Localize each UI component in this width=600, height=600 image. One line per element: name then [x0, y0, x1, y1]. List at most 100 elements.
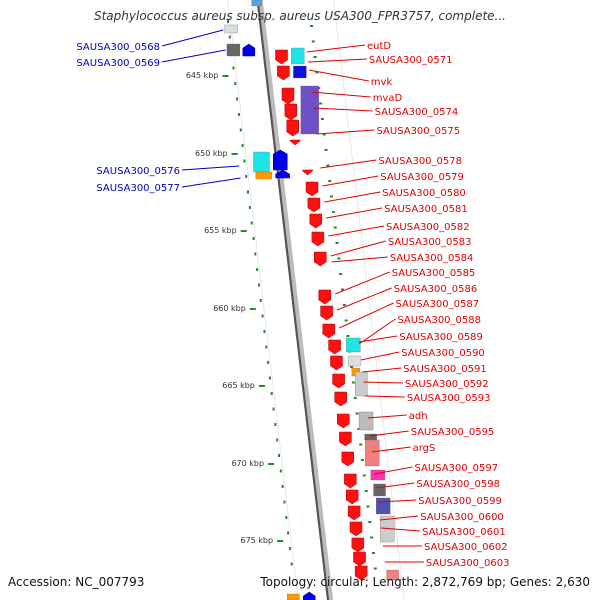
- gene-label[interactable]: SAUSA300_0598: [416, 479, 500, 490]
- gene-label[interactable]: SAUSA300_0568: [76, 42, 160, 53]
- gene-label[interactable]: SAUSA300_0580: [382, 188, 466, 199]
- tick-mark: [315, 71, 319, 74]
- tick-mark: [350, 366, 354, 368]
- backbone-edge: [256, 0, 330, 600]
- label-leader-line: [320, 159, 377, 169]
- tick-mark: [357, 428, 361, 430]
- tick-mark: [252, 237, 255, 240]
- gene-label[interactable]: SAUSA300_0569: [76, 58, 160, 69]
- gene-label[interactable]: mvk: [371, 77, 393, 88]
- tick-mark: [245, 175, 248, 178]
- gene-label[interactable]: SAUSA300_0591: [403, 364, 487, 375]
- gene-label[interactable]: argS: [413, 443, 436, 454]
- forward-gene-arrow: [273, 149, 288, 171]
- label-leader-line: [324, 191, 381, 203]
- label-leader-line: [161, 49, 226, 63]
- gene-label[interactable]: SAUSA300_0586: [394, 284, 478, 295]
- scale-tick: [277, 540, 284, 542]
- gene-label[interactable]: SAUSA300_0582: [386, 222, 470, 233]
- tick-mark: [337, 257, 341, 260]
- reverse-gene-arrow: [328, 339, 341, 355]
- reverse-gene-arrow: [275, 49, 288, 65]
- scale-label: 645 kbp: [186, 71, 219, 80]
- gene-label[interactable]: SAUSA300_0590: [401, 348, 485, 359]
- tick-mark: [247, 190, 250, 194]
- tick-mark: [254, 252, 257, 256]
- label-leader-line: [358, 318, 396, 345]
- gene-label[interactable]: SAUSA300_0600: [420, 512, 504, 523]
- tick-mark: [257, 283, 260, 287]
- reverse-gene-arrow: [277, 65, 290, 81]
- gene-label[interactable]: SAUSA300_0581: [384, 204, 468, 215]
- gene-label[interactable]: SAUSA300_0576: [96, 166, 180, 177]
- label-leader-line: [307, 58, 367, 63]
- gene-label[interactable]: SAUSA300_0592: [405, 379, 489, 390]
- gene-label[interactable]: SAUSA300_0593: [407, 393, 491, 404]
- forward-gene-arrow: [275, 169, 290, 179]
- tick-mark: [364, 490, 368, 492]
- label-leader-line: [377, 499, 417, 503]
- tick-mark: [339, 273, 343, 275]
- tick-mark: [265, 345, 268, 349]
- reverse-gene-arrow: [281, 87, 295, 105]
- gene-label[interactable]: SAUSA300_0574: [375, 107, 459, 118]
- gene-label[interactable]: SAUSA300_0584: [390, 253, 474, 264]
- label-leader-line: [338, 302, 394, 329]
- gene-label[interactable]: SAUSA300_0577: [96, 183, 180, 194]
- gene-label[interactable]: SAUSA300_0579: [380, 172, 464, 183]
- tick-mark: [241, 144, 244, 147]
- tick-mark: [359, 443, 363, 446]
- tick-mark: [267, 361, 270, 364]
- label-leader-line: [313, 107, 373, 112]
- label-leader-line: [331, 256, 388, 263]
- tick-mark: [362, 474, 366, 477]
- tick-mark: [279, 469, 282, 473]
- reverse-gene-arrow: [305, 181, 319, 197]
- label-leader-line: [328, 225, 385, 237]
- gene-label[interactable]: SAUSA300_0583: [388, 237, 472, 248]
- gene-label[interactable]: SAUSA300_0602: [424, 542, 508, 553]
- gene-label[interactable]: adh: [409, 411, 428, 422]
- scale-tick: [268, 463, 275, 465]
- tick-mark: [270, 392, 273, 395]
- gene-label[interactable]: SAUSA300_0578: [378, 156, 462, 167]
- gene-label[interactable]: SAUSA300_0597: [415, 463, 499, 474]
- label-leader-line: [374, 466, 413, 475]
- tick-mark: [340, 288, 344, 291]
- label-leader-line: [336, 287, 392, 311]
- label-leader-line: [375, 482, 415, 489]
- gene-label[interactable]: SAUSA300_0589: [399, 332, 483, 343]
- gene-label[interactable]: SAUSA300_0571: [369, 55, 453, 66]
- gene-label[interactable]: SAUSA300_0601: [422, 527, 506, 538]
- forward-track-outline: [227, 0, 299, 600]
- tick-mark: [261, 314, 264, 318]
- reverse-gene-arrow: [349, 521, 363, 537]
- label-leader-line: [371, 446, 411, 453]
- gene-label[interactable]: eutD: [367, 41, 391, 52]
- gene-label[interactable]: SAUSA300_0587: [396, 299, 480, 310]
- gene-label[interactable]: SAUSA300_0588: [397, 315, 481, 326]
- feature-box: [370, 469, 386, 481]
- tick-mark: [227, 20, 229, 23]
- tick-mark: [228, 35, 231, 39]
- gene-label[interactable]: SAUSA300_0599: [418, 496, 502, 507]
- feature-box: [386, 569, 399, 581]
- scale-label: 675 kbp: [240, 536, 273, 545]
- feature-box: [376, 497, 391, 515]
- gene-label[interactable]: SAUSA300_0603: [426, 558, 510, 569]
- reverse-gene-arrow: [302, 169, 313, 176]
- gene-label[interactable]: SAUSA300_0575: [377, 126, 461, 137]
- gene-label[interactable]: mvaD: [373, 93, 403, 104]
- feature-box: [358, 411, 374, 431]
- reverse-gene-arrow: [351, 537, 365, 553]
- scale-tick: [240, 230, 247, 232]
- reverse-gene-arrow: [289, 139, 301, 146]
- gene-label[interactable]: SAUSA300_0595: [411, 427, 495, 438]
- scale-label: 665 kbp: [222, 381, 255, 390]
- tick-mark: [287, 531, 290, 535]
- gene-label[interactable]: SAUSA300_0585: [392, 268, 476, 279]
- tick-mark: [232, 66, 235, 70]
- feature-box: [346, 337, 361, 353]
- reverse-gene-arrow: [341, 451, 355, 467]
